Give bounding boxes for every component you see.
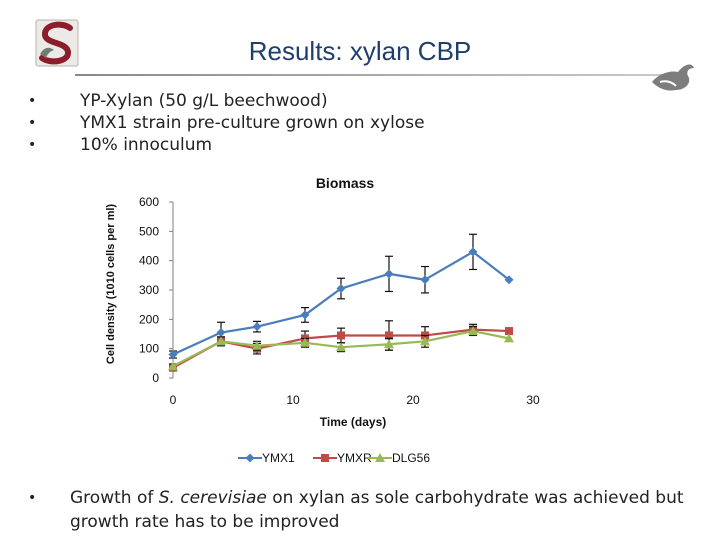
data-point [245,453,255,463]
bullet-item: YP-Xylan (50 g/L beechwood) [28,90,425,112]
title-divider [75,74,665,76]
conclusion-organism: S. cerevisiae [158,488,267,508]
conclusion-bullet: • Growth of S. cerevisiae on xylan as so… [28,486,718,534]
data-point [300,337,310,347]
data-point [375,453,385,462]
bullet-dot: • [28,490,37,506]
data-point [505,327,513,336]
data-point [384,269,394,279]
data-point [385,331,393,340]
data-point [504,275,514,285]
y-tick-label: 500 [139,224,159,238]
x-tick-label: 10 [286,393,300,407]
data-point [420,275,430,285]
intro-bullets: YP-Xylan (50 g/L beechwood) YMX1 strain … [28,90,425,156]
x-axis-label: Time (days) [320,415,386,429]
y-tick-label: 600 [139,195,159,209]
conclusion-text-post: on xylan as sole carbohydrate was achiev… [70,488,684,532]
y-tick-label: 200 [139,312,159,326]
data-point [336,284,346,294]
legend-label: DLG56 [392,451,430,465]
data-point [168,361,178,371]
biomass-chart: Biomass Cell density (1010 cells per ml)… [105,175,540,465]
legend-label: YMX1 [262,451,295,465]
y-axis-label: Cell density (1010 cells per ml) [105,204,117,365]
bullet-item: 10% innoculum [28,134,425,156]
data-point [420,336,430,346]
series-dlg56 [168,326,514,371]
bird-emblem-icon [652,64,694,91]
data-point [337,331,345,340]
data-point [252,322,262,332]
x-tick-label: 30 [526,393,540,407]
data-point [252,340,262,350]
legend-item-ymx1: YMX1 [238,451,295,465]
y-tick-label: 300 [139,283,159,297]
slide-title: Results: xylan CBP [248,36,472,66]
data-point [336,342,346,352]
x-tick-label: 0 [170,393,177,407]
chart-title: Biomass [316,175,375,191]
series-ymx1 [168,233,514,360]
y-tick-label: 400 [139,254,159,268]
data-point [384,339,394,349]
data-point [468,326,478,336]
data-point [504,333,514,343]
x-tick-label: 20 [406,393,420,407]
conclusion-text-pre: Growth of [70,488,159,508]
data-point [216,336,226,346]
logo [35,19,79,67]
data-point [216,328,226,338]
data-point [300,310,310,320]
y-tick-label: 100 [139,342,159,356]
y-tick-label: 0 [152,371,159,385]
data-point [168,350,178,360]
data-point [321,454,329,462]
legend-item-ymxr: YMXR [313,451,372,465]
data-point [468,247,478,257]
bullet-item: YMX1 strain pre-culture grown on xylose [28,112,425,134]
legend-item-dlg56: DLG56 [368,451,430,465]
legend-label: YMXR [337,451,372,465]
